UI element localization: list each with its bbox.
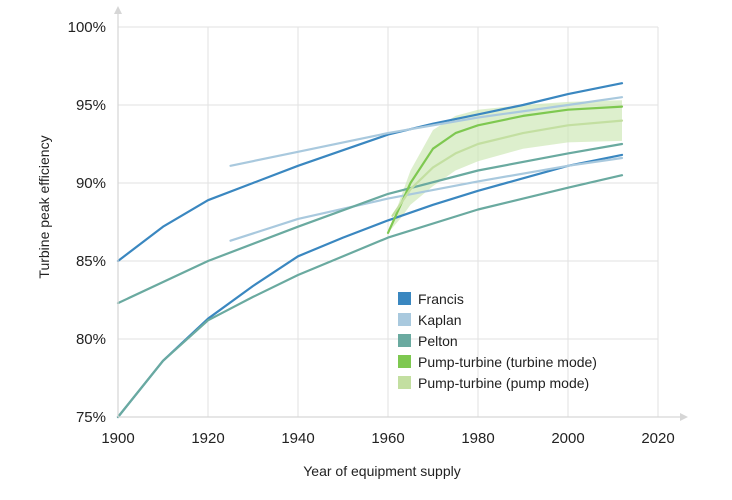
x-axis-arrow: [680, 413, 688, 421]
legend-swatch: [398, 376, 411, 389]
legend-label: Pump-turbine (pump mode): [418, 375, 589, 391]
series-line-kaplan-1: [229, 96, 624, 167]
legend-swatch: [398, 355, 411, 368]
y-axis-title: Turbine peak efficiency: [36, 135, 52, 278]
series-line-pump-turbine-pump-mode-1: [391, 119, 624, 217]
x-tick-label: 1900: [101, 430, 134, 447]
x-axis-title: Year of equipment supply: [303, 463, 460, 479]
legend-swatch: [398, 292, 411, 305]
legend-swatch: [398, 334, 411, 347]
legend-swatch: [398, 313, 411, 326]
x-tick-label: 1960: [371, 430, 404, 447]
y-tick-label: 85%: [76, 253, 106, 270]
y-tick-label: 90%: [76, 175, 106, 192]
y-tick-label: 75%: [76, 409, 106, 426]
series-line-pump-turbine-turbine-mode-1: [386, 105, 624, 234]
x-tick-label: 1940: [281, 430, 314, 447]
y-tick-label: 100%: [68, 19, 106, 36]
legend-label: Francis: [418, 291, 464, 307]
uncertainty-band: [388, 100, 622, 233]
legend-label: Pump-turbine (turbine mode): [418, 354, 597, 370]
series-lines: [116, 82, 624, 419]
legend-label: Pelton: [418, 333, 458, 349]
x-tick-label: 2000: [551, 430, 584, 447]
tick-labels: 1900 1920 1940 1960 1980 2000 2020 75% 80% 85% 90%…: [68, 19, 675, 447]
legend: Francis Kaplan Pelton Pump-turbine (turbine…: [398, 291, 597, 391]
pump-turbine-band: [388, 100, 622, 233]
x-tick-label: 1920: [191, 430, 224, 447]
series-line-pelton-1: [116, 142, 624, 305]
series-line-pelton-2: [116, 174, 624, 419]
x-tick-label: 1980: [461, 430, 494, 447]
y-tick-label: 80%: [76, 331, 106, 348]
y-axis-arrow: [114, 6, 122, 14]
y-tick-label: 95%: [76, 97, 106, 114]
legend-label: Kaplan: [418, 312, 462, 328]
series-line-francis-1: [116, 82, 624, 263]
series-line-kaplan-2: [229, 156, 624, 242]
axes: [114, 6, 688, 421]
x-tick-label: 2020: [641, 430, 674, 447]
